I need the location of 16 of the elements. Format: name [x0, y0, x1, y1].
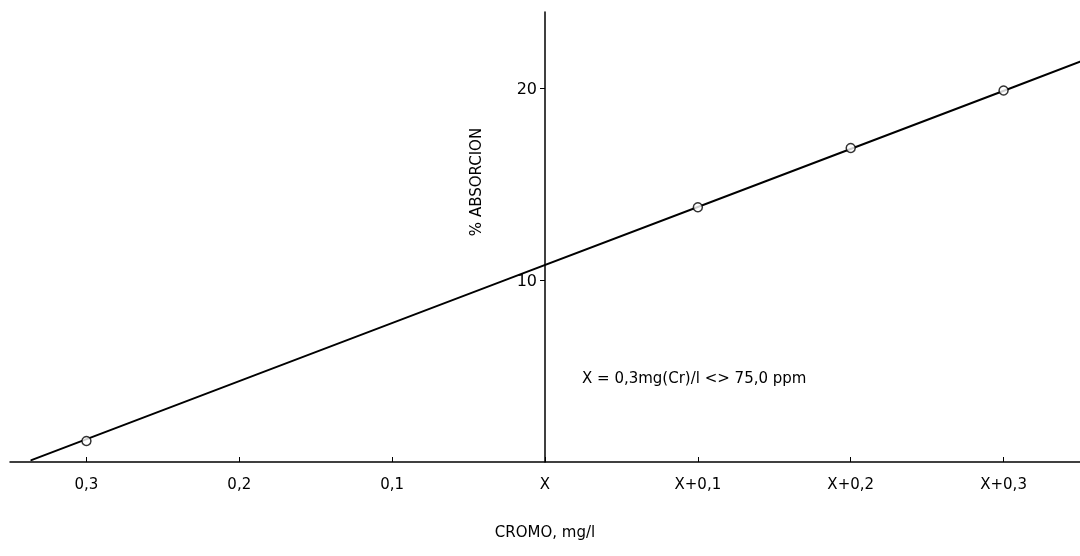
x-tick-label: 0,2: [227, 474, 252, 493]
x-tick-label: X+0,2: [827, 474, 875, 493]
annotation: X = 0,3mg(Cr)/l <> 75,0 ppm: [582, 368, 807, 387]
x-axis-title: CROMO, mg/l: [494, 522, 596, 541]
x-tick-label: 0,3: [74, 474, 99, 493]
x-tick-label: X+0,3: [980, 474, 1027, 493]
y-axis-title: % ABSORCION: [466, 127, 485, 237]
y-tick-label: 10: [516, 270, 537, 290]
point: [81, 435, 92, 447]
x-tick-label: X: [539, 474, 551, 493]
x-tick-label: X+0,1: [674, 474, 722, 493]
point: [845, 142, 856, 154]
x-tick-label: 0,1: [380, 474, 405, 493]
y-tick-label: 20: [516, 79, 537, 99]
point: [692, 202, 704, 213]
point: [998, 85, 1009, 96]
